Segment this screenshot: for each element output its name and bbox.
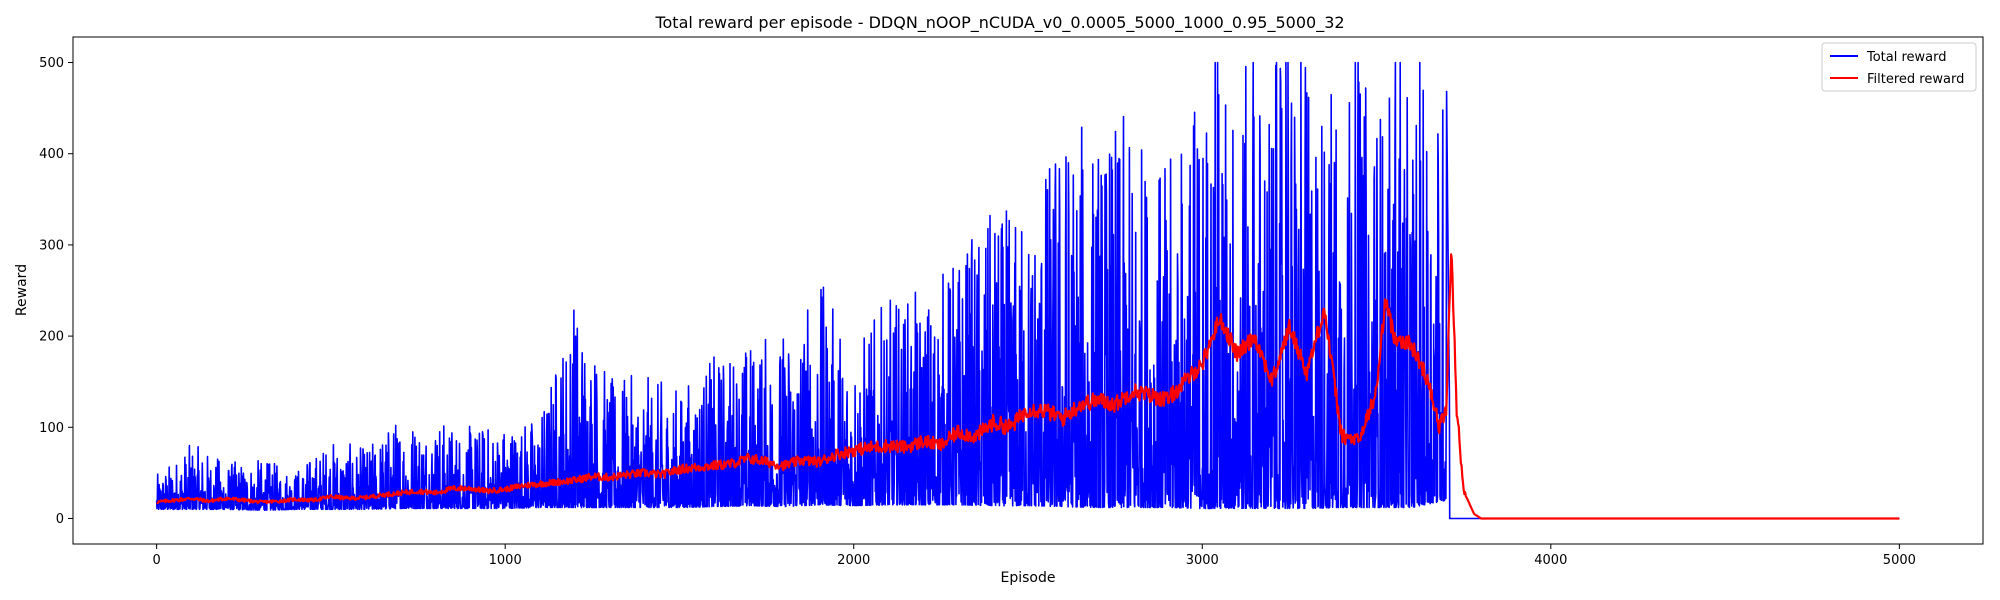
x-tick-label: 1000 — [489, 553, 522, 568]
series-total-reward — [155, 61, 1900, 520]
plot-frame — [72, 36, 1984, 545]
x-tick-label: 3000 — [1186, 553, 1219, 568]
x-tick-label: 0 — [153, 553, 161, 568]
legend-label-filtered-reward: Filtered reward — [1867, 72, 1964, 87]
legend: Total reward Filtered reward — [1821, 42, 1977, 92]
legend-box — [1821, 42, 1977, 92]
x-tick-label: 5000 — [1883, 553, 1916, 568]
series-filtered-reward — [156, 253, 1900, 520]
y-tick-label: 200 — [39, 330, 64, 345]
chart-title: Total reward per episode - DDQN_nOOP_nCU… — [654, 13, 1344, 33]
y-axis: 0 100 200 300 400 500 — [39, 56, 73, 527]
y-tick-label: 300 — [39, 238, 64, 253]
x-tick-label: 4000 — [1534, 553, 1567, 568]
y-axis-label: Reward — [14, 264, 30, 316]
legend-label-total-reward: Total reward — [1866, 50, 1947, 65]
y-tick-label: 100 — [39, 421, 64, 436]
x-axis-label: Episode — [1001, 570, 1056, 586]
x-axis: 0 1000 2000 3000 4000 5000 — [153, 544, 1916, 568]
x-tick-label: 2000 — [837, 553, 870, 568]
y-tick-label: 400 — [39, 147, 64, 162]
y-tick-label: 500 — [39, 56, 64, 71]
y-tick-label: 0 — [56, 512, 64, 527]
plot-area — [72, 36, 1984, 545]
